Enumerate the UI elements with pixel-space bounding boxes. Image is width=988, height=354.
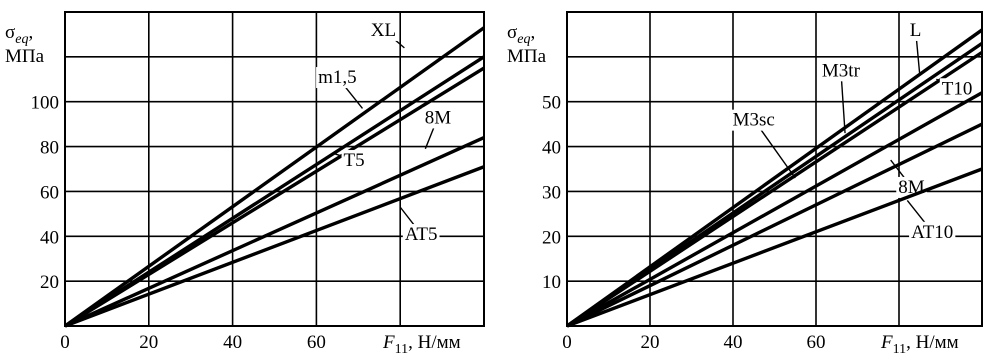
y-tick-label: 30 bbox=[542, 182, 561, 203]
series-label: M3sc bbox=[733, 110, 775, 131]
series-label: M3tr bbox=[822, 60, 861, 81]
series-line-t5 bbox=[65, 68, 484, 326]
series-label: XL bbox=[371, 20, 396, 41]
y-tick-label: 20 bbox=[40, 272, 59, 293]
x-tick-label: 20 bbox=[139, 332, 158, 353]
x-tick-label: 0 bbox=[562, 332, 572, 353]
series-label: L bbox=[910, 20, 922, 41]
y-axis-unit: МПа bbox=[507, 46, 547, 67]
y-tick-label: 20 bbox=[542, 227, 561, 248]
y-tick-label: 60 bbox=[40, 182, 59, 203]
series-label: AT5 bbox=[405, 224, 438, 245]
x-tick-label: 20 bbox=[641, 332, 660, 353]
y-tick-label: 10 bbox=[542, 272, 561, 293]
series-label: AT10 bbox=[911, 222, 953, 243]
x-tick-label: 40 bbox=[724, 332, 743, 353]
right-chart: 0 20 40 60 10 20 30 40 50 σeq,МПа F11, Н/мм L M3tr T1… bbox=[507, 12, 982, 354]
y-tick-label: 80 bbox=[40, 138, 59, 159]
y-tick-label: 40 bbox=[40, 227, 59, 248]
series-label: T5 bbox=[344, 150, 365, 171]
series-label: 8M bbox=[425, 107, 452, 128]
left-chart: 0 20 40 60 20 40 60 80 100 σeq,МПа F11, Н/мм XL m1,5… bbox=[5, 12, 484, 354]
x-axis-label: F11, Н/мм bbox=[382, 332, 461, 354]
plot-frame bbox=[65, 12, 484, 326]
x-tick-label: 60 bbox=[307, 332, 326, 353]
y-tick-label: 40 bbox=[542, 138, 561, 159]
series-line-at10 bbox=[567, 169, 982, 326]
y-axis-unit: МПа bbox=[5, 46, 45, 67]
y-axis-label: σeq, bbox=[5, 22, 33, 47]
y-axis-label: σeq, bbox=[507, 22, 535, 47]
x-tick-label: 0 bbox=[60, 332, 70, 353]
x-axis-label: F11, Н/мм bbox=[880, 332, 959, 354]
plot-frame bbox=[567, 12, 982, 326]
y-tick-label: 100 bbox=[31, 93, 60, 114]
y-tick-label: 50 bbox=[542, 93, 561, 114]
series-label: m1,5 bbox=[318, 67, 357, 88]
x-tick-label: 40 bbox=[223, 332, 242, 353]
x-tick-label: 60 bbox=[807, 332, 826, 353]
series-label: T10 bbox=[942, 78, 973, 99]
